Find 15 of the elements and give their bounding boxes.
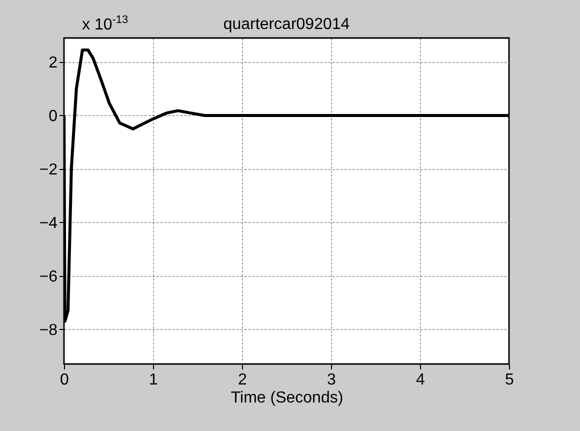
y-tick-label: −4	[39, 214, 58, 232]
y-tick-label: 2	[48, 54, 58, 72]
chart-title: quartercar092014	[223, 16, 350, 33]
text: x 10$^{-13}$	[82, 14, 128, 34]
x-tick-label: 5	[505, 372, 514, 388]
y-tick-label: −2	[39, 161, 58, 178]
y-tick-label: 0	[48, 108, 58, 125]
x-tick-label: 1	[149, 372, 158, 388]
x-axis-title: Time (Seconds)	[230, 390, 344, 406]
x-tick-label: 2	[238, 372, 248, 388]
y-tick-label: −8	[39, 322, 58, 339]
x-tick-label: 4	[416, 372, 426, 388]
x-tick-label: 0	[60, 372, 70, 388]
x-tick-label: 3	[327, 372, 336, 388]
y-tick-label: −6	[39, 268, 58, 286]
